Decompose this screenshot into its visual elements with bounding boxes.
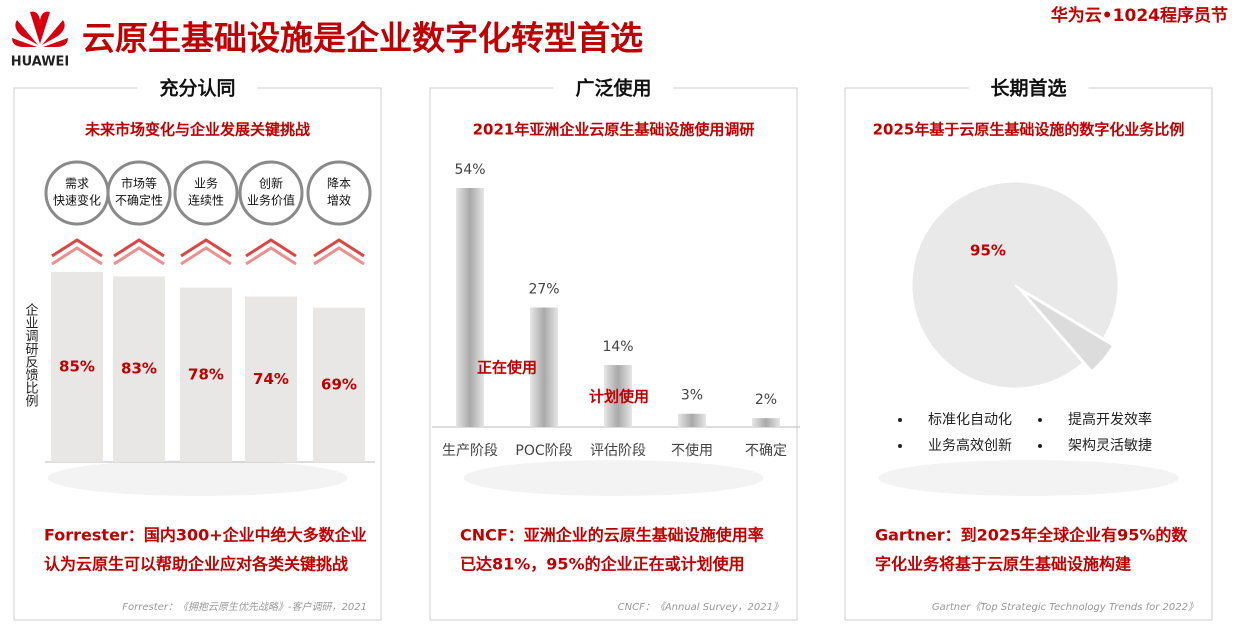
- chart-title: 2025年基于云原生基础设施的数字化业务比例: [873, 121, 1185, 139]
- bullet-dot: [898, 444, 902, 448]
- bullet-text: 业务高效创新: [928, 437, 1012, 454]
- heading-bg: [137, 76, 258, 102]
- bar: [313, 307, 365, 462]
- x-tick-label: 评估阶段: [590, 443, 646, 459]
- annotation: 计划使用: [589, 388, 649, 406]
- value-label: 69%: [321, 375, 357, 393]
- chevron: [313, 238, 365, 258]
- panel-footer: 认为云原生可以帮助企业应对各类关键挑战: [44, 555, 348, 574]
- x-tick-label: 不确定: [745, 443, 787, 459]
- bullet-dot: [898, 418, 902, 422]
- chart-title: 2021年亚洲企业云原生基础设施使用调研: [473, 121, 755, 139]
- chevron: [180, 246, 232, 266]
- source-note: CNCF：《Annual Survey，2021》: [618, 601, 783, 613]
- bullet-dot: [1038, 444, 1042, 448]
- value-label: 3%: [681, 388, 703, 404]
- category-circle: [106, 160, 172, 226]
- y-axis-label: 企业调研反馈比例: [23, 302, 39, 408]
- source-note: Gartner《Top Strategic Technology Trends …: [932, 601, 1198, 613]
- bar: [530, 307, 558, 427]
- x-tick-label: 生产阶段: [442, 443, 498, 459]
- category-label: 不确定性: [115, 193, 163, 208]
- bar: [245, 296, 297, 462]
- category-label: 业务: [194, 176, 218, 191]
- value-label: 83%: [121, 360, 157, 378]
- panel-footer: CNCF：亚洲企业的云原生基础设施使用率: [460, 526, 764, 545]
- bar: [678, 413, 706, 427]
- slide-title: 云原生基础设施是企业数字化转型首选: [82, 19, 643, 58]
- panel-footer: Gartner：到2025年全球企业有95%的数: [875, 526, 1188, 545]
- value-label: 74%: [253, 370, 289, 388]
- chevron: [113, 246, 165, 266]
- bar: [604, 365, 632, 427]
- value-label: 95%: [970, 242, 1006, 260]
- bar: [51, 272, 103, 462]
- pie-slice: [1023, 292, 1114, 372]
- value-label: 78%: [188, 365, 224, 383]
- heading-bg: [553, 76, 674, 102]
- bar: [180, 287, 232, 462]
- bullet-text: 提高开发效率: [1068, 411, 1152, 428]
- chevron: [313, 246, 365, 266]
- panel-shadow: [878, 460, 1179, 496]
- chart-title: 未来市场变化与企业发展关键挑战: [84, 121, 310, 139]
- category-label: 市场等: [121, 176, 157, 191]
- x-tick-label: POC阶段: [515, 443, 572, 459]
- panel-shadow: [463, 460, 764, 496]
- category-label: 连续性: [188, 193, 224, 208]
- panel-heading: 充分认同: [159, 77, 235, 100]
- value-label: 85%: [59, 358, 95, 376]
- bullet-dot: [1038, 418, 1042, 422]
- chevron: [51, 238, 103, 258]
- chevron: [245, 238, 297, 258]
- bullet-text: 架构灵活敏捷: [1068, 438, 1152, 454]
- value-label: 27%: [528, 282, 559, 298]
- panel-heading: 长期首选: [990, 77, 1066, 100]
- annotation: 正在使用: [477, 359, 537, 377]
- source-note: Forrester：《拥抱云原生优先战略》-客户调研，2021: [122, 601, 367, 613]
- panel-shadow: [47, 460, 348, 496]
- bar: [456, 188, 484, 427]
- chevron: [245, 246, 297, 266]
- value-label: 2%: [755, 392, 777, 408]
- chevron: [51, 246, 103, 266]
- chevron: [180, 238, 232, 258]
- bar: [752, 418, 780, 427]
- bar: [113, 276, 165, 462]
- category-label: 降本: [327, 177, 351, 191]
- logo-text: HUAWEI: [11, 55, 70, 70]
- panel-footer: Forrester：国内300+企业中绝大多数企业: [44, 526, 367, 545]
- value-label: 14%: [602, 339, 633, 355]
- heading-bg: [968, 76, 1089, 102]
- panel-footer: 字化业务将基于云原生基础设施构建: [875, 555, 1131, 574]
- pie-slice: [911, 181, 1119, 389]
- category-label: 需求: [65, 177, 89, 191]
- category-circle: [306, 160, 372, 226]
- chevron: [113, 238, 165, 258]
- value-label: 54%: [454, 162, 485, 178]
- bullet-text: 标准化自动化: [928, 412, 1012, 428]
- category-circle: [238, 160, 304, 226]
- event-label: 华为云•1024程序员节: [1051, 5, 1228, 26]
- category-label: 快速变化: [53, 193, 101, 208]
- x-tick-label: 不使用: [671, 442, 713, 459]
- category-label: 增效: [327, 193, 351, 208]
- panel-footer: 已达81%，95%的企业正在或计划使用: [460, 555, 745, 574]
- category-label: 业务价值: [247, 193, 295, 208]
- category-label: 创新: [259, 176, 283, 191]
- logo: [12, 11, 68, 47]
- panel-heading: 广泛使用: [575, 77, 651, 100]
- category-circle: [173, 160, 239, 226]
